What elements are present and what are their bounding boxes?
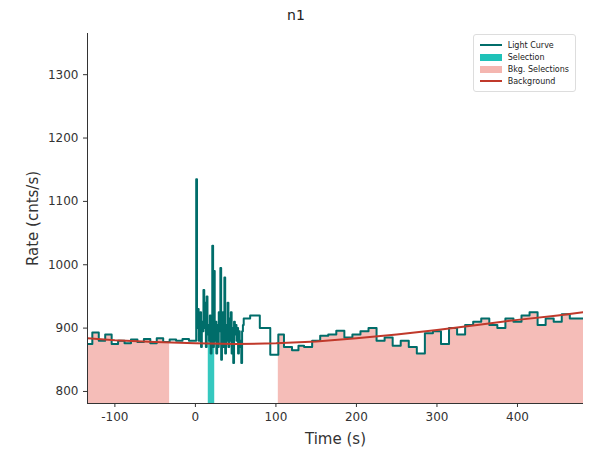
svg-text:300: 300: [426, 410, 449, 424]
html-text:Bkg. Selections: Bkg. Selections: [507, 64, 569, 74]
svg-text:1100: 1100: [48, 194, 79, 208]
svg-text:800: 800: [56, 384, 79, 398]
svg-text:200: 200: [345, 410, 368, 424]
svg-text:1200: 1200: [48, 131, 79, 145]
svg-text:400: 400: [506, 410, 529, 424]
html-text:Selection: Selection: [507, 52, 545, 62]
html-text:n1: n1: [287, 7, 305, 23]
html-text:Background: Background: [507, 76, 556, 86]
html-text:Light Curve: Light Curve: [507, 40, 554, 50]
svg-text:900: 900: [56, 321, 79, 335]
svg-text:1300: 1300: [48, 68, 79, 82]
svg-text:1000: 1000: [48, 258, 79, 272]
svg-text:-100: -100: [101, 410, 128, 424]
svg-text:100: 100: [264, 410, 287, 424]
svg-text:Rate (cnts/s): Rate (cnts/s): [24, 171, 42, 266]
svg-text:0: 0: [192, 410, 200, 424]
svg-text:Time (s): Time (s): [304, 430, 366, 448]
